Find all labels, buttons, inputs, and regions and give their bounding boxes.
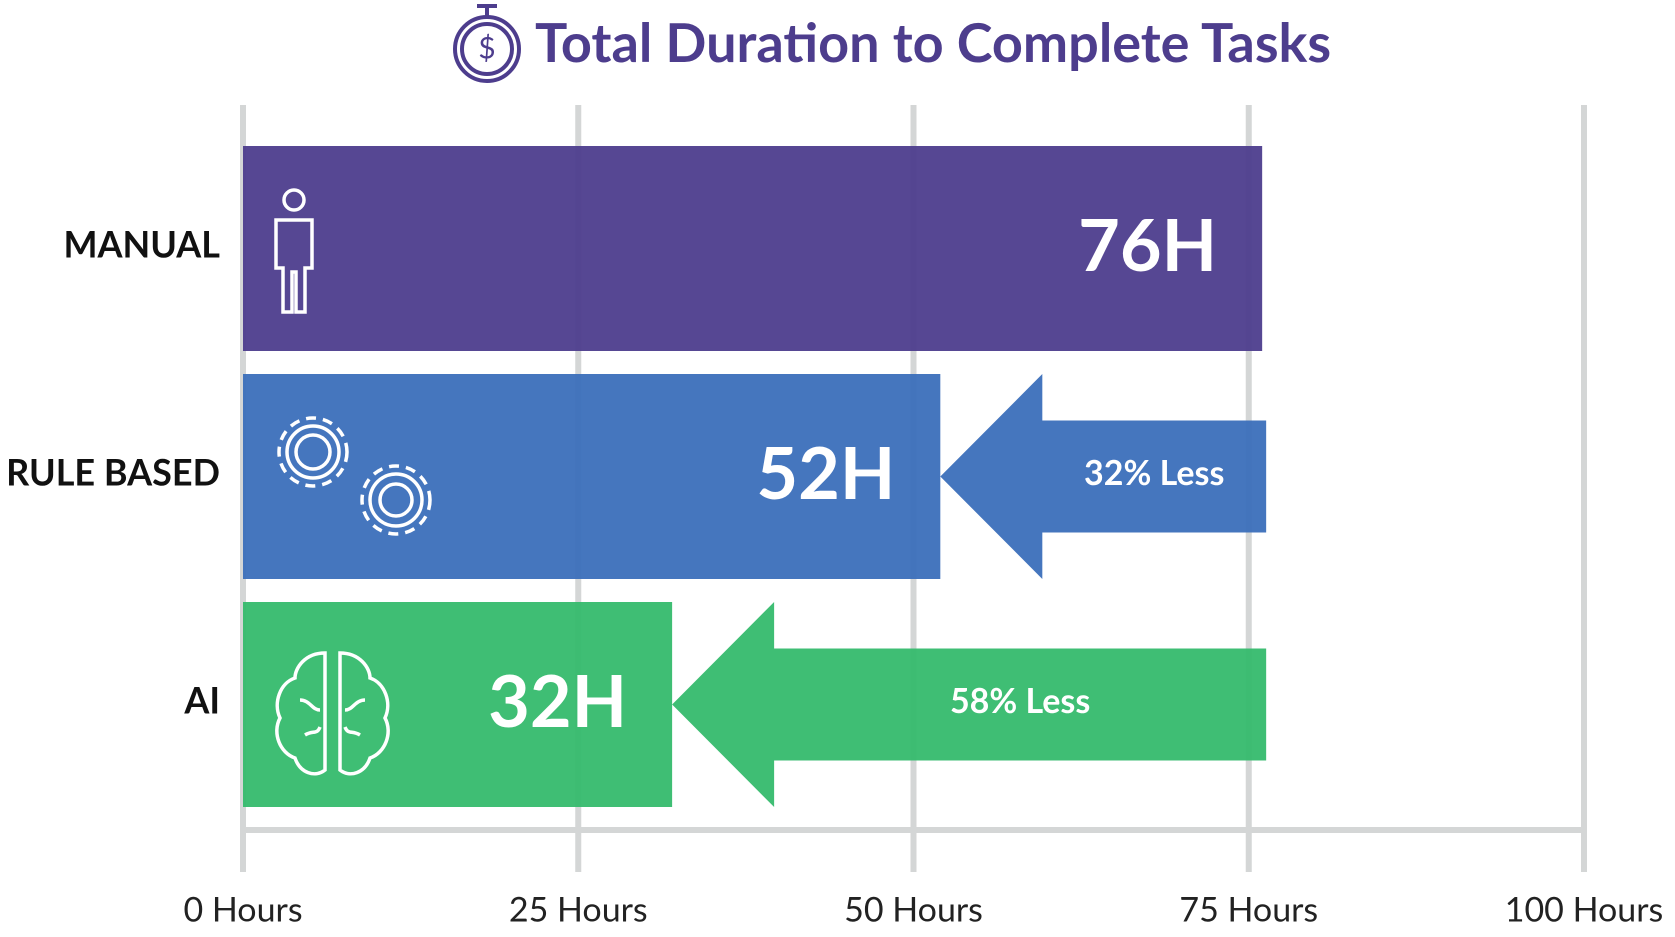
y-tick-label: RULE BASED xyxy=(6,450,220,494)
bar xyxy=(243,374,941,579)
annotation: 58% Less xyxy=(950,680,1090,721)
icons xyxy=(274,188,432,776)
x-tick-label: 50 Hours xyxy=(844,889,983,930)
y-tick-label: MANUAL xyxy=(63,222,220,266)
x-tick-label: 100 Hours xyxy=(1505,889,1664,930)
bars xyxy=(243,146,1267,807)
bar xyxy=(243,146,1263,351)
x-tick-label: 0 Hours xyxy=(183,889,302,930)
x-tick-label: 75 Hours xyxy=(1179,889,1318,930)
chart-title: Total Duration to Complete Tasks xyxy=(535,9,1331,74)
svg-text:$: $ xyxy=(478,30,495,66)
value-label: 76H xyxy=(1078,201,1217,287)
annotation: 32% Less xyxy=(1084,452,1224,493)
value-label: 52H xyxy=(756,429,895,515)
value-label: 32H xyxy=(488,657,627,743)
x-tick-label: 25 Hours xyxy=(509,889,648,930)
gears-icon xyxy=(277,416,432,536)
comparison-arrow xyxy=(940,374,1267,579)
y-tick-label: AI xyxy=(183,678,220,722)
stopwatch-icon: $ xyxy=(453,4,521,83)
comparison-arrow xyxy=(672,602,1267,807)
brain-icon xyxy=(275,651,390,776)
person-icon xyxy=(274,188,314,314)
